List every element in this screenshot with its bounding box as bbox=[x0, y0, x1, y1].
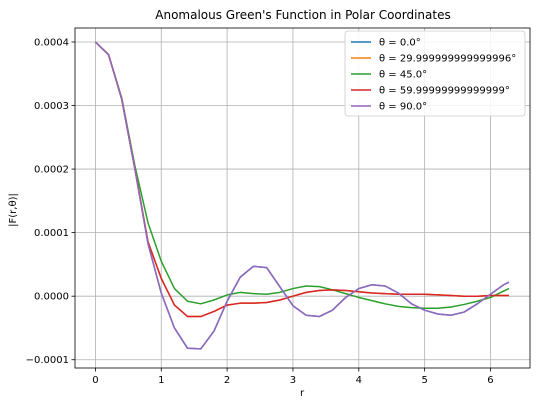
x-tick-label: 2 bbox=[224, 375, 230, 386]
y-tick-label: 0.0004 bbox=[34, 37, 69, 48]
y-tick-label: −0.0001 bbox=[26, 355, 69, 366]
series-lines bbox=[94, 41, 510, 350]
x-tick-label: 5 bbox=[421, 375, 427, 386]
legend-box bbox=[344, 30, 526, 117]
series-line-2 bbox=[94, 41, 510, 310]
y-tick-label: 0.0002 bbox=[34, 165, 69, 176]
legend-label-3: θ = 59.99999999999999° bbox=[379, 86, 510, 97]
x-axis: 0 1 2 3 4 5 6 bbox=[92, 368, 494, 386]
x-tick-label: 0 bbox=[92, 375, 98, 386]
series-line-4 bbox=[94, 41, 510, 350]
legend-label-1: θ = 29.999999999999996° bbox=[379, 54, 516, 65]
plot-frame bbox=[74, 27, 531, 369]
y-tick-label: 0.0003 bbox=[34, 101, 69, 112]
x-tick-label: 1 bbox=[158, 375, 164, 386]
y-axis: −0.0001 0.0000 0.0001 0.0002 0.0003 0.0004 bbox=[26, 37, 75, 366]
chart-title: Anomalous Green's Function in Polar Coor… bbox=[155, 8, 450, 22]
legend-label-2: θ = 45.0° bbox=[379, 70, 427, 81]
legend-label-4: θ = 90.0° bbox=[379, 102, 427, 113]
y-tick-label: 0.0001 bbox=[34, 228, 69, 239]
legend-label-0: θ = 0.0° bbox=[379, 38, 421, 49]
legend: θ = 0.0° θ = 29.999999999999996° θ = 45.0°… bbox=[344, 30, 526, 117]
x-tick-label: 4 bbox=[356, 375, 362, 386]
x-axis-label: r bbox=[300, 388, 305, 399]
y-axis-label: |F(r,θ)| bbox=[8, 193, 19, 227]
x-tick-label: 6 bbox=[487, 375, 493, 386]
series-line-3 bbox=[94, 41, 509, 318]
x-tick-label: 3 bbox=[290, 375, 296, 386]
y-tick-label: 0.0000 bbox=[34, 292, 69, 303]
